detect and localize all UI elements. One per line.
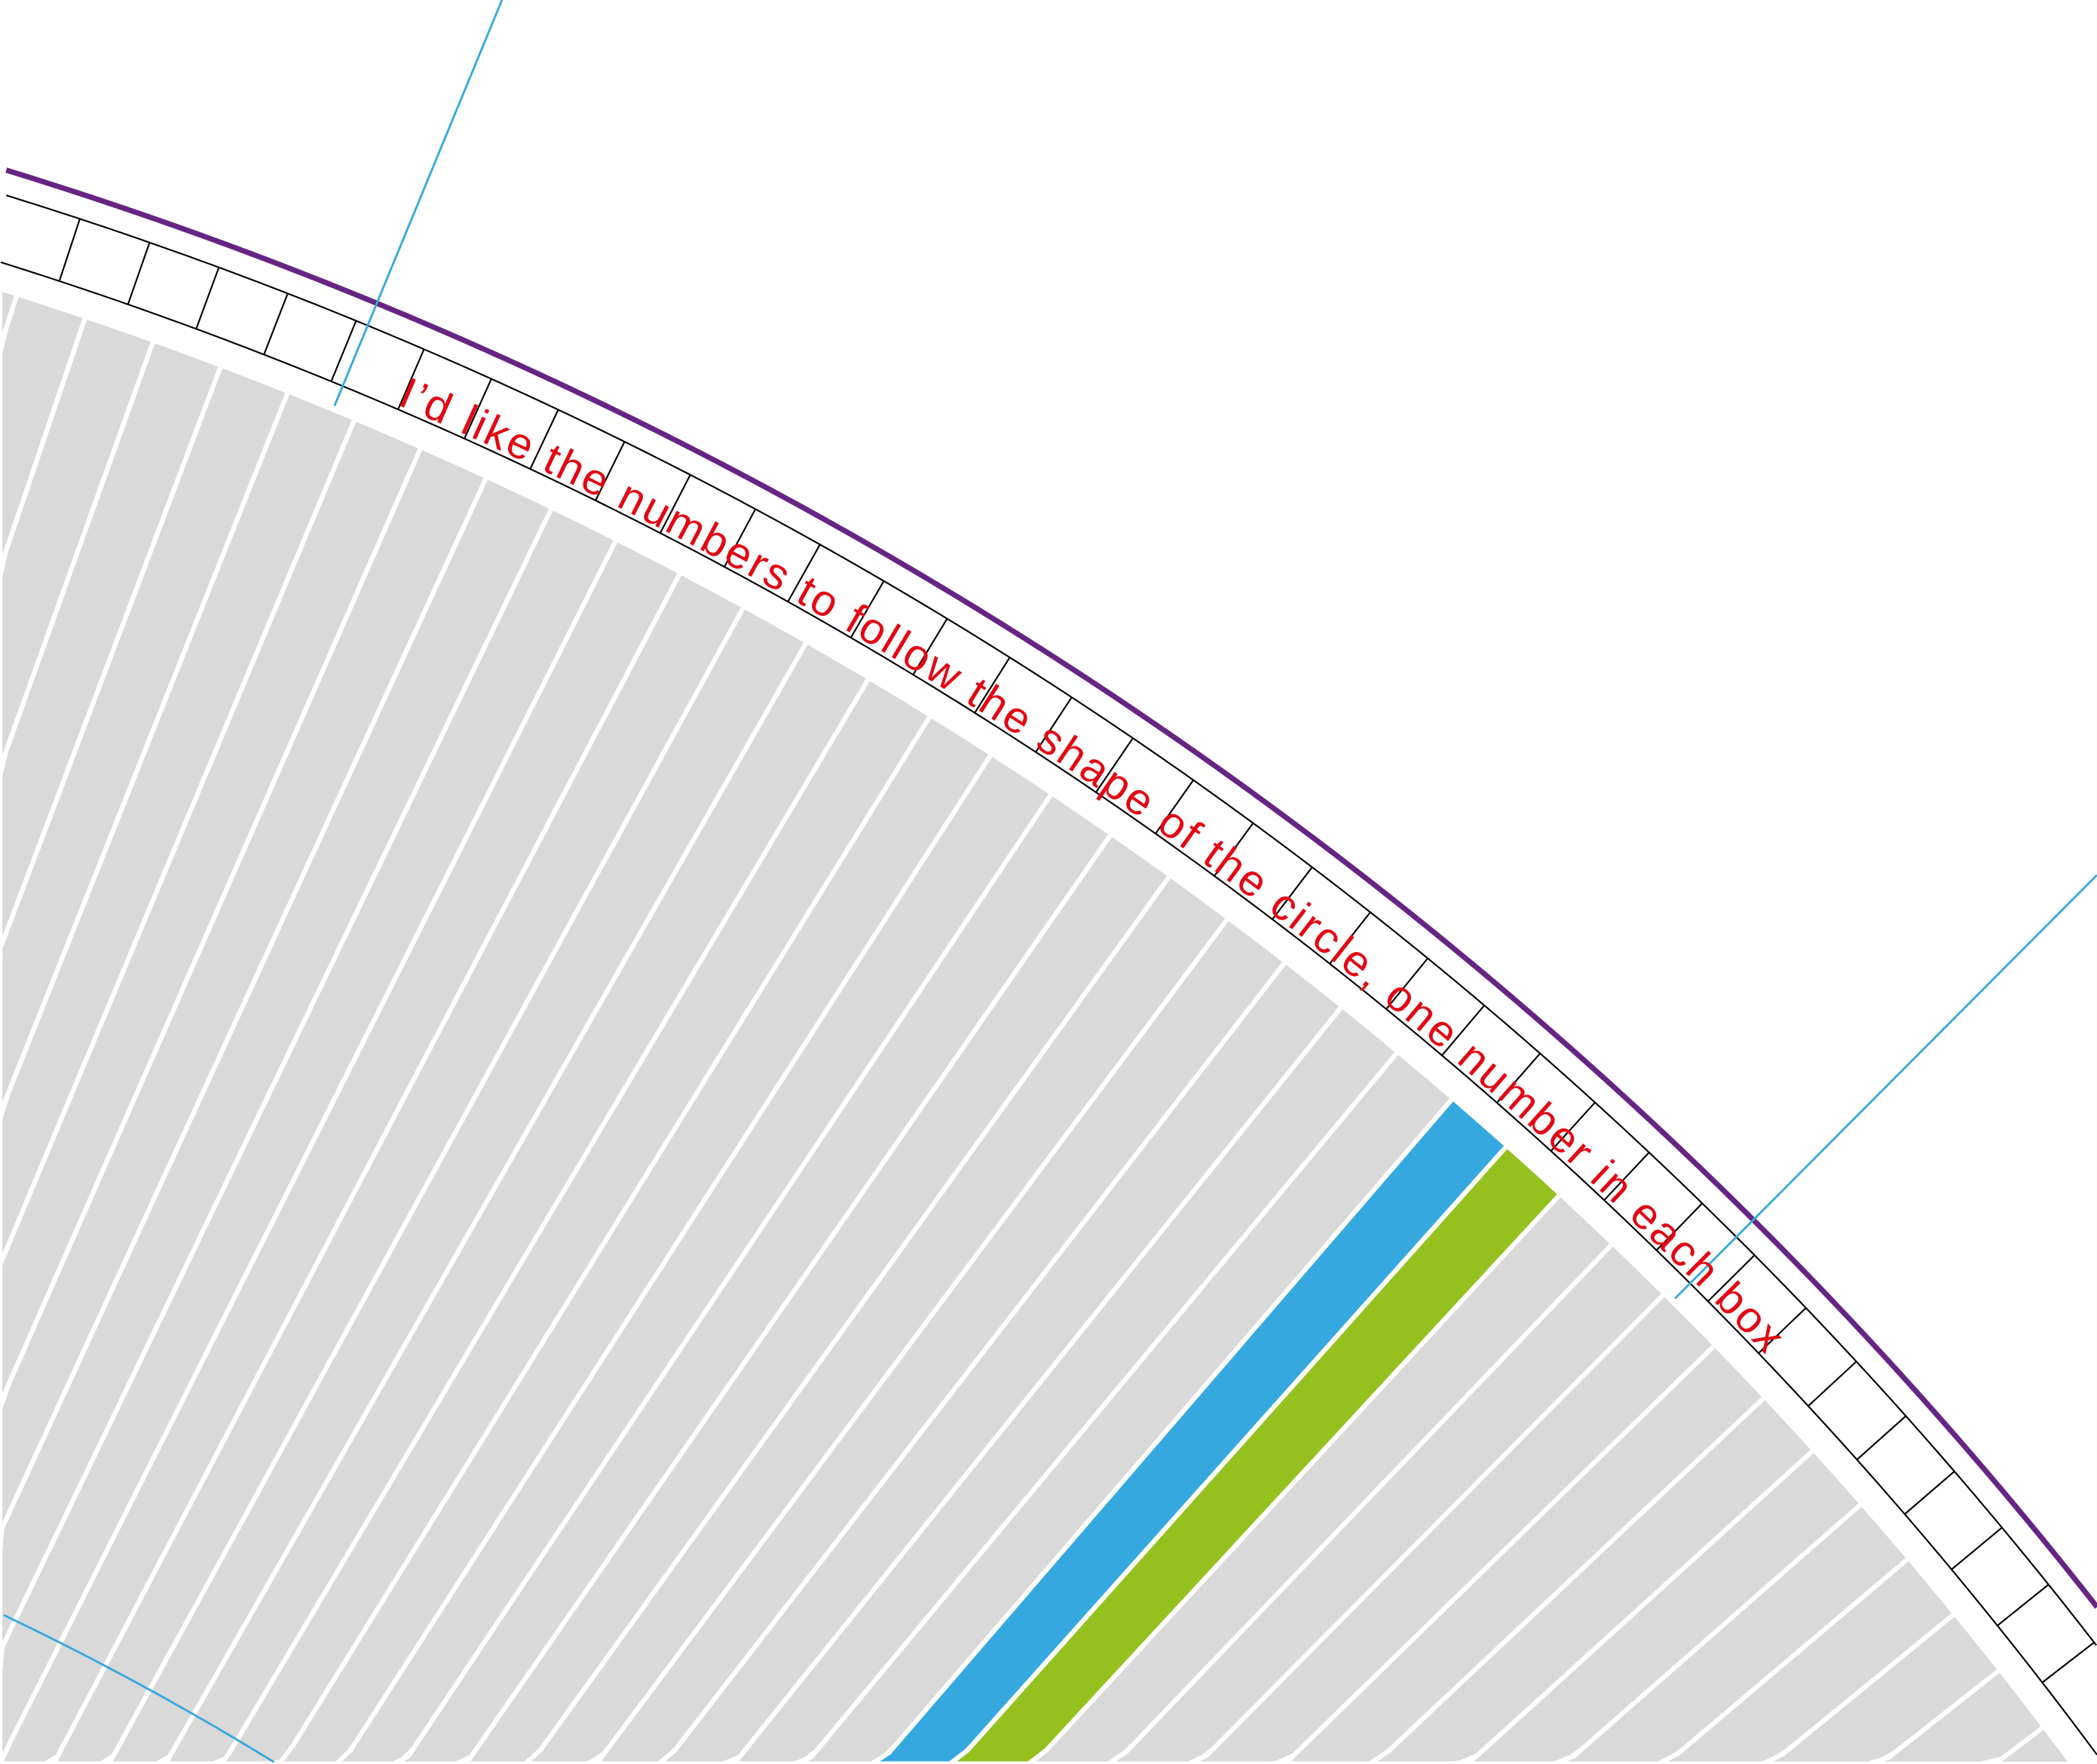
bar-segment [0,1142,1564,1764]
number-box-divider [1496,1052,1541,1104]
bar-segment [0,362,292,1764]
number-box-divider [850,580,885,639]
bar-segment [0,1048,1456,1764]
number-box-divider [1707,1254,1756,1302]
number-box-divider [397,348,425,410]
radial-guide-line [1674,874,2097,1300]
bar-segment [0,314,157,1764]
box-ring-inner-line [0,261,2097,1756]
bar-segment [2,1609,2004,1764]
bar-segment [19,1666,2048,1764]
number-box-divider [529,409,559,470]
bar-segment [0,1290,1719,1764]
number-box-divider [464,378,492,439]
number-box-divider [1214,822,1254,877]
bar-segment [0,337,225,1764]
number-box-divider [1441,1004,1485,1056]
bar-segment [0,958,1345,1764]
radial-bars [0,272,2088,1764]
bar-segment [0,830,1174,1764]
number-box-divider [1951,1527,2003,1570]
number-box-divider [1272,866,1313,920]
bar-segment [0,789,1115,1764]
bar-segment [0,1500,1912,1764]
number-box-divider [1095,737,1134,793]
radial-guide-line [333,0,504,406]
guide-lines [3,0,2097,1763]
number-box-divider [1997,1584,2050,1627]
number-box-divider [263,292,289,355]
number-box-divider [1808,1361,1857,1407]
bar-segment [0,1240,1668,1764]
number-box-divider [595,441,626,501]
number-box-divider [1035,697,1073,753]
bar-segment [0,1095,1511,1764]
number-box-divider [1329,911,1371,965]
number-box-divider [1904,1471,1955,1515]
outer-ring-arc [5,167,2097,1609]
number-box-divider [1856,1415,1907,1461]
number-box-divider [974,657,1011,714]
number-box-divider [1603,1152,1650,1201]
number-box-divider [1550,1101,1596,1152]
number-box-divider [1655,1202,1704,1251]
number-box-divider [58,218,81,282]
bar-segment [0,1554,1958,1764]
bar-segment [0,291,89,1764]
bar-segment [0,1393,1817,1764]
number-box-divider [724,508,757,568]
number-box-divider [659,474,691,534]
number-box-divider [127,242,151,305]
number-box-ring [0,194,2097,1756]
bar-segment [0,914,1289,1764]
number-box-divider [1385,957,1428,1010]
bar-segment [0,750,1055,1764]
number-box-divider [787,544,821,602]
number-box-divider [2041,1641,2095,1683]
number-box-divider [330,320,357,382]
number-box-divider [1155,779,1195,835]
bar-segment [36,1723,2088,1764]
inner-guide-arc [3,1614,275,1763]
bar-segment [0,1341,1768,1764]
number-box-divider [912,618,948,675]
bar-segment [0,871,1232,1764]
number-box-divider [1758,1307,1807,1354]
bar-segment [0,1190,1617,1764]
box-ring-outer-line [5,194,2097,1646]
number-box-divider [195,267,220,329]
bar-segment [0,1446,1866,1764]
